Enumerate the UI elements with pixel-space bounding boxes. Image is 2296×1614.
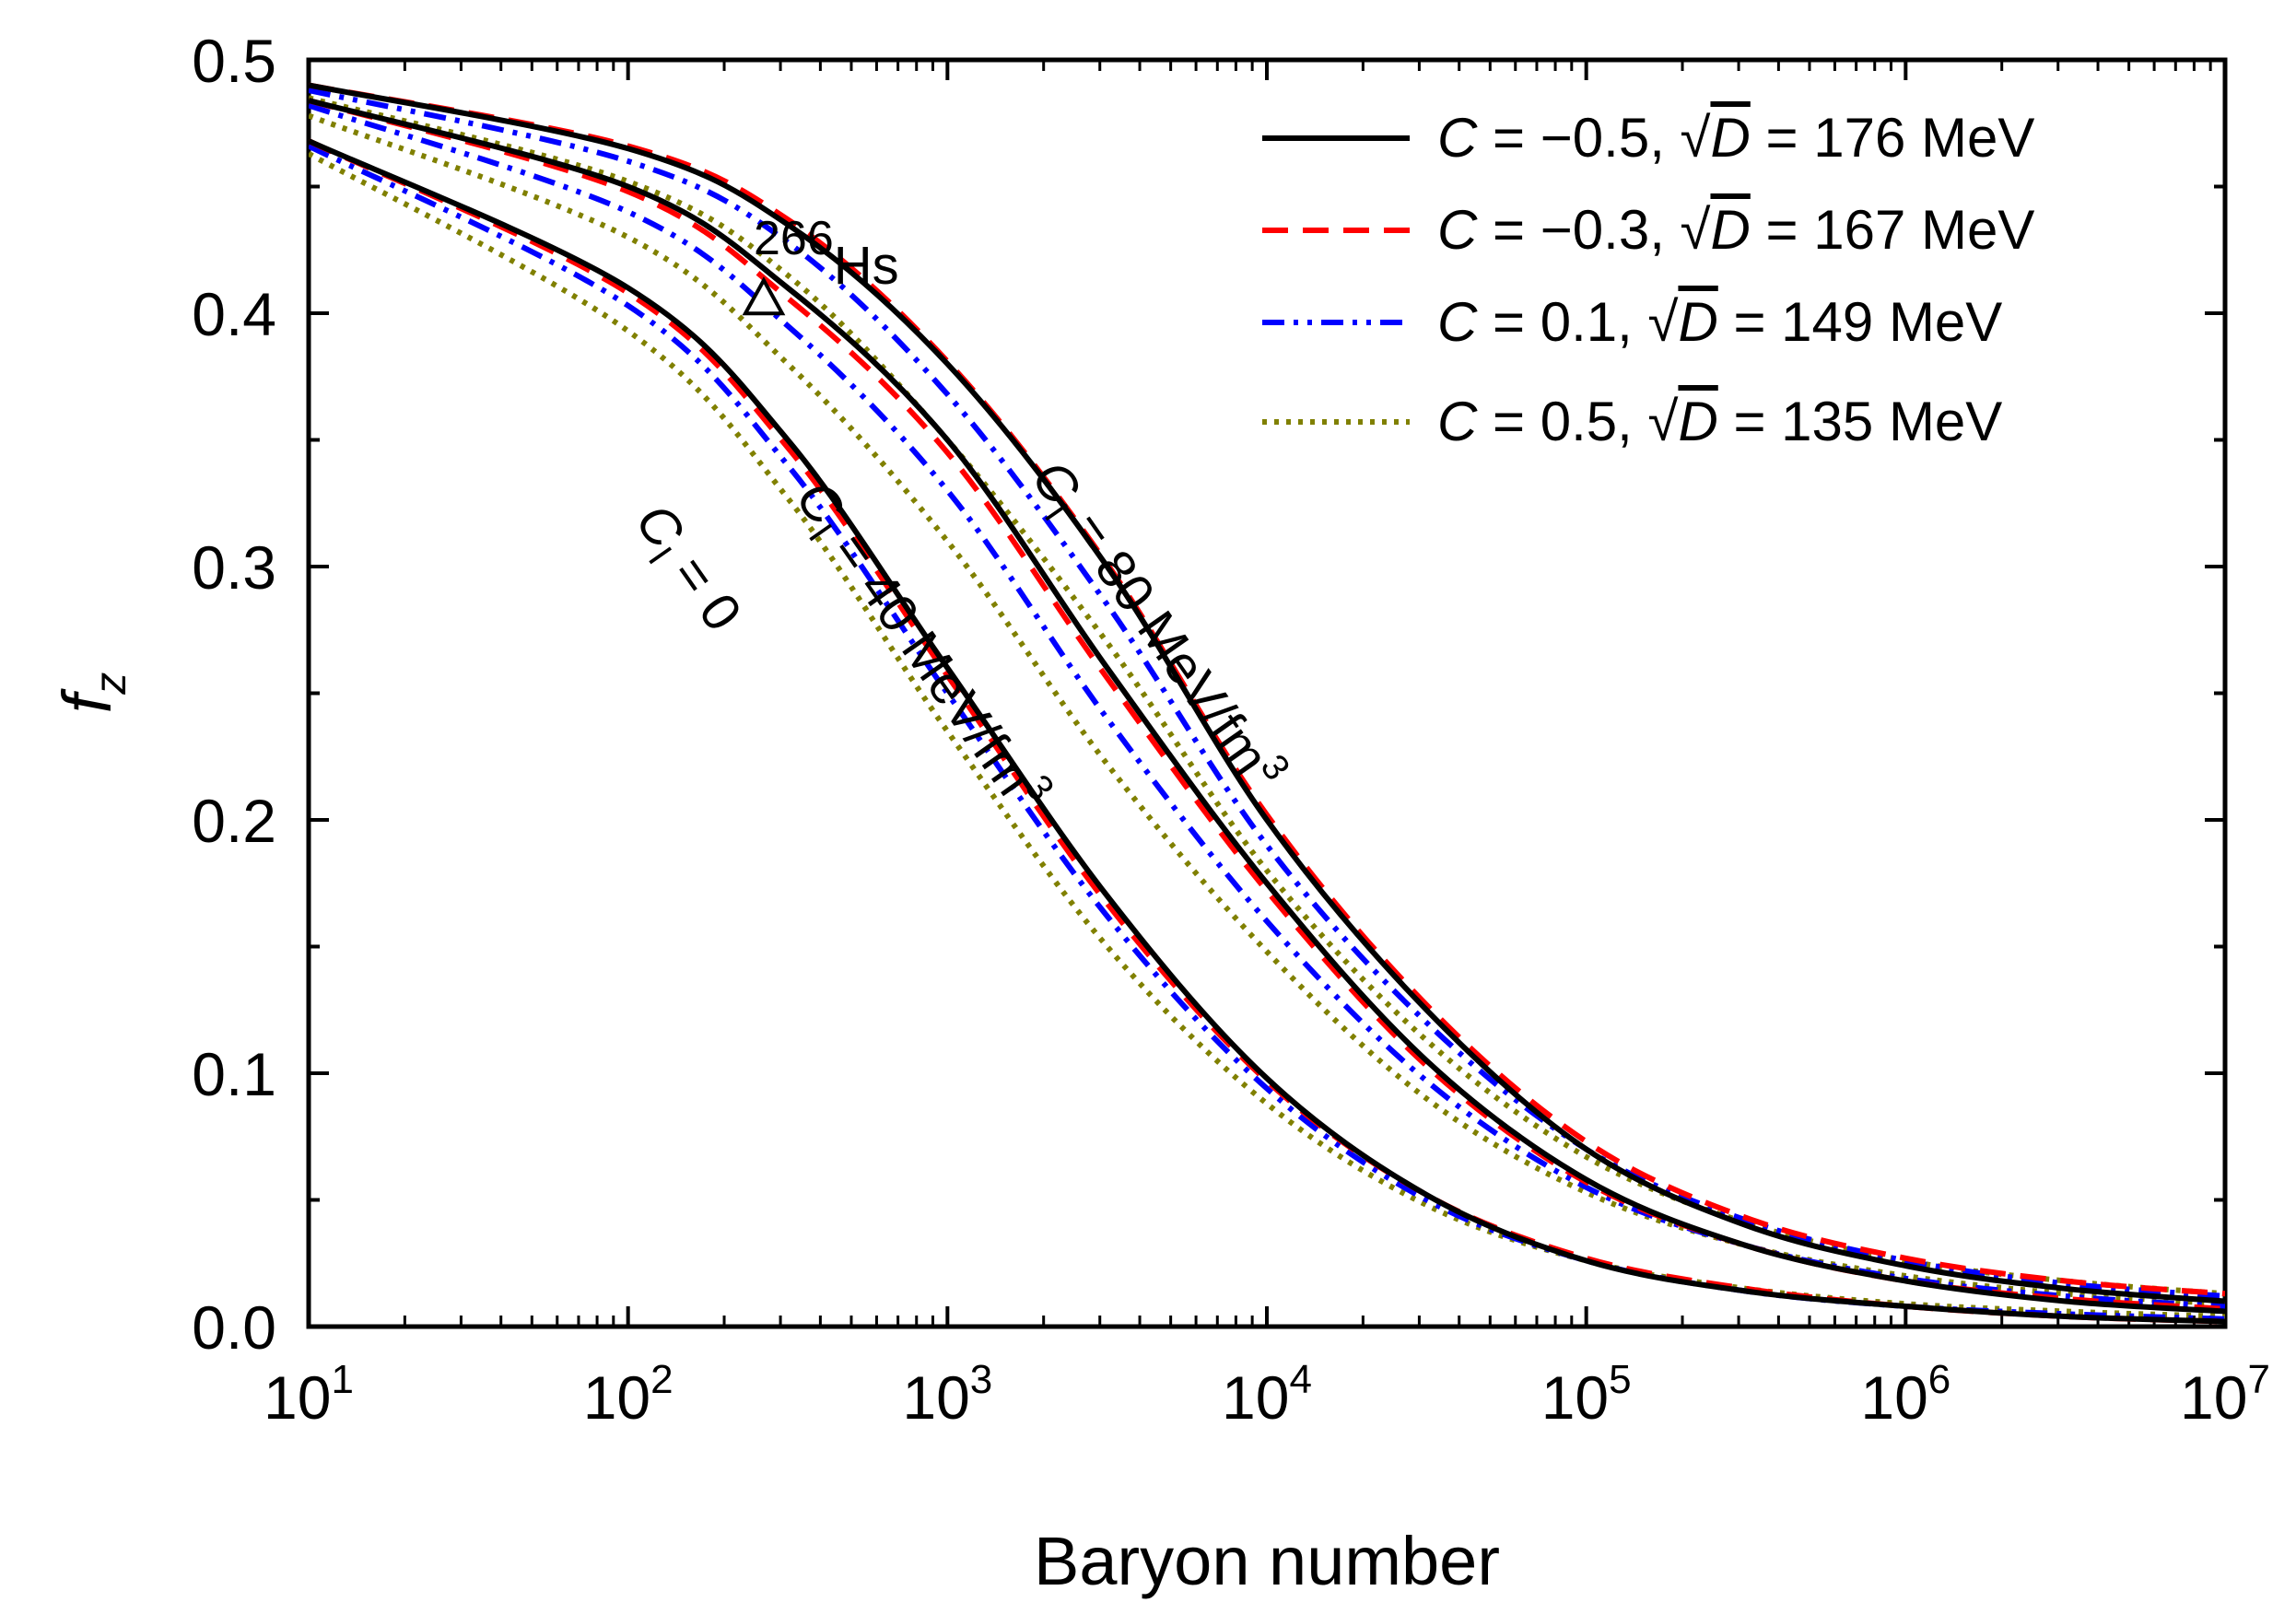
- series-line-solid-cl80: [309, 82, 2225, 1304]
- legend-entry: C = 0.1, √D = 149 MeV: [1262, 291, 2002, 353]
- series-line-dash-cl0: [309, 138, 2225, 1325]
- svg-text:C = −0.5, √D = 176 MeV: C = −0.5, √D = 176 MeV: [1437, 107, 2034, 169]
- x-tick-label: 101: [264, 1357, 354, 1432]
- x-tick-label: 103: [902, 1357, 992, 1432]
- x-axis-title: Baryon number: [1034, 1523, 1500, 1599]
- legend-entry: C = 0.5, √D = 135 MeV: [1262, 391, 2002, 452]
- legend-entry: C = −0.3, √D = 167 MeV: [1262, 199, 2034, 261]
- y-tick-label: 0.1: [192, 1040, 276, 1108]
- series-line-dot-cl80: [309, 95, 2225, 1297]
- y-tick-label: 0.5: [192, 27, 276, 95]
- tick-marks: [307, 58, 2227, 1328]
- x-tick-label: 104: [1222, 1357, 1312, 1432]
- y-tick-label: 0.3: [192, 533, 276, 602]
- x-tick-label: 102: [583, 1357, 674, 1432]
- x-tick-label: 106: [1860, 1357, 1950, 1432]
- series-lines: [309, 82, 2225, 1325]
- y-tick-label: 0.4: [192, 280, 276, 348]
- series-line-dashdotdot-cl0: [309, 143, 2225, 1322]
- legend: C = −0.5, √D = 176 MeV C = −0.3, √D = 16…: [1262, 107, 2034, 452]
- svg-text:C = 0.5, √D = 135 MeV: C = 0.5, √D = 135 MeV: [1437, 391, 2002, 452]
- y-tick-labels: 0.0 0.1 0.2 0.3 0.4 0.5: [192, 27, 276, 1362]
- hs-triangle-marker: [742, 276, 786, 316]
- svg-text:C = 0.1, √D = 149 MeV: C = 0.1, √D = 149 MeV: [1437, 291, 2002, 353]
- x-tick-label: 105: [1541, 1357, 1632, 1432]
- series-line-dash-cl80: [309, 82, 2225, 1297]
- series-line-solid-cl40: [309, 98, 2225, 1315]
- legend-entry: C = −0.5, √D = 176 MeV: [1262, 107, 2034, 169]
- x-tick-labels: 101 102 103 104 105 106 107: [264, 1357, 2270, 1432]
- cl40-label: CI = 40 MeV/fm3: [779, 466, 1061, 826]
- svg-text:C = −0.3, √D = 167 MeV: C = −0.3, √D = 167 MeV: [1437, 199, 2034, 261]
- series-line-dashdotdot-cl40: [309, 102, 2225, 1309]
- x-tick-label: 107: [2180, 1357, 2270, 1432]
- cl80-label: CI = 80 MeV/fm3: [1014, 446, 1297, 806]
- hs-label: 266Hs: [754, 212, 899, 296]
- y-tick-label: 0.0: [192, 1293, 276, 1362]
- series-line-dash-cl40: [309, 98, 2225, 1312]
- cl0-label: CI = 0: [618, 493, 754, 646]
- series-line-dot-cl0: [309, 151, 2225, 1319]
- y-axis-title: fz: [49, 672, 135, 714]
- y-tick-label: 0.2: [192, 787, 276, 855]
- series-line-solid-cl0: [309, 138, 2225, 1325]
